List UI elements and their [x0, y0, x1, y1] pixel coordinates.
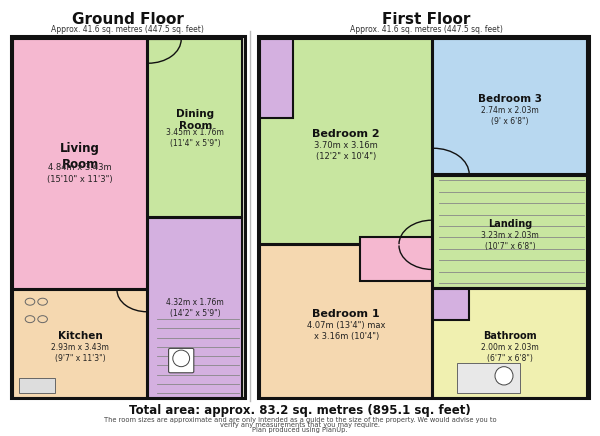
Polygon shape: [378, 123, 486, 214]
Bar: [433, 289, 469, 320]
Text: Lettings: Lettings: [374, 262, 490, 287]
Text: Living
Room: Living Room: [60, 142, 100, 170]
Text: Bathroom: Bathroom: [483, 330, 537, 341]
Text: Kitchen: Kitchen: [58, 331, 103, 341]
Ellipse shape: [495, 367, 513, 385]
Text: Bedroom 1: Bedroom 1: [313, 309, 380, 319]
Text: Ground Floor: Ground Floor: [72, 12, 184, 27]
Bar: [148, 39, 242, 217]
Bar: [19, 378, 55, 393]
Bar: [433, 39, 587, 174]
Text: 2.00m x 2.03m
(6'7" x 6'8"): 2.00m x 2.03m (6'7" x 6'8"): [481, 343, 539, 363]
Bar: [258, 36, 589, 398]
FancyBboxPatch shape: [490, 364, 518, 392]
Text: 3.45m x 1.76m
(11'4" x 5'9"): 3.45m x 1.76m (11'4" x 5'9"): [166, 127, 224, 148]
Bar: [433, 289, 587, 398]
Bar: [260, 39, 293, 118]
Polygon shape: [74, 123, 182, 214]
Text: Lettings: Lettings: [70, 262, 186, 287]
Text: Landing: Landing: [488, 219, 532, 229]
Text: Approx. 41.6 sq. metres (447.5 sq. feet): Approx. 41.6 sq. metres (447.5 sq. feet): [350, 25, 502, 34]
Text: First Floor: First Floor: [382, 12, 470, 27]
Bar: [13, 39, 147, 289]
Text: and: and: [406, 232, 458, 256]
Text: Plan produced using PlanUp.: Plan produced using PlanUp.: [252, 427, 348, 433]
Bar: [360, 237, 432, 281]
Text: Dining
Room: Dining Room: [176, 109, 214, 131]
Text: Bedroom 3: Bedroom 3: [478, 94, 542, 104]
Text: The room sizes are approximate and are only intended as a guide to the size of t: The room sizes are approximate and are o…: [104, 417, 496, 423]
Text: Total area: approx. 83.2 sq. metres (895.1 sq. feet): Total area: approx. 83.2 sq. metres (895…: [129, 404, 471, 417]
Text: 2.93m x 3.43m
(9'7" x 11'3"): 2.93m x 3.43m (9'7" x 11'3"): [51, 343, 109, 364]
Bar: [260, 245, 432, 398]
FancyBboxPatch shape: [169, 348, 194, 373]
Text: 4.07m (13'4") max
x 3.16m (10'4"): 4.07m (13'4") max x 3.16m (10'4"): [307, 321, 385, 341]
Bar: [11, 36, 245, 398]
Text: Bedroom 2: Bedroom 2: [313, 129, 380, 139]
Text: 4.32m x 1.76m
(14'2" x 5'9"): 4.32m x 1.76m (14'2" x 5'9"): [166, 298, 224, 318]
Text: 3.70m x 3.16m
(12'2" x 10'4"): 3.70m x 3.16m (12'2" x 10'4"): [314, 141, 378, 161]
Text: 2.74m x 2.03m
(9' x 6'8"): 2.74m x 2.03m (9' x 6'8"): [481, 106, 539, 126]
Text: Taylor: Taylor: [76, 195, 179, 224]
Text: Approx. 41.6 sq. metres (447.5 sq. feet): Approx. 41.6 sq. metres (447.5 sq. feet): [52, 25, 204, 34]
Bar: [457, 363, 520, 393]
Text: 4.84m x 3.43m
(15'10" x 11'3"): 4.84m x 3.43m (15'10" x 11'3"): [47, 164, 113, 184]
Text: verify any measurements that you may require.: verify any measurements that you may req…: [220, 422, 380, 428]
Bar: [433, 176, 587, 288]
Bar: [148, 218, 242, 398]
Bar: [260, 39, 432, 244]
Bar: [13, 290, 147, 398]
Text: 3.23m x 2.03m
(10'7" x 6'8"): 3.23m x 2.03m (10'7" x 6'8"): [481, 231, 539, 252]
Text: and: and: [101, 232, 154, 256]
Text: Taylor: Taylor: [380, 195, 484, 224]
Ellipse shape: [173, 350, 190, 367]
